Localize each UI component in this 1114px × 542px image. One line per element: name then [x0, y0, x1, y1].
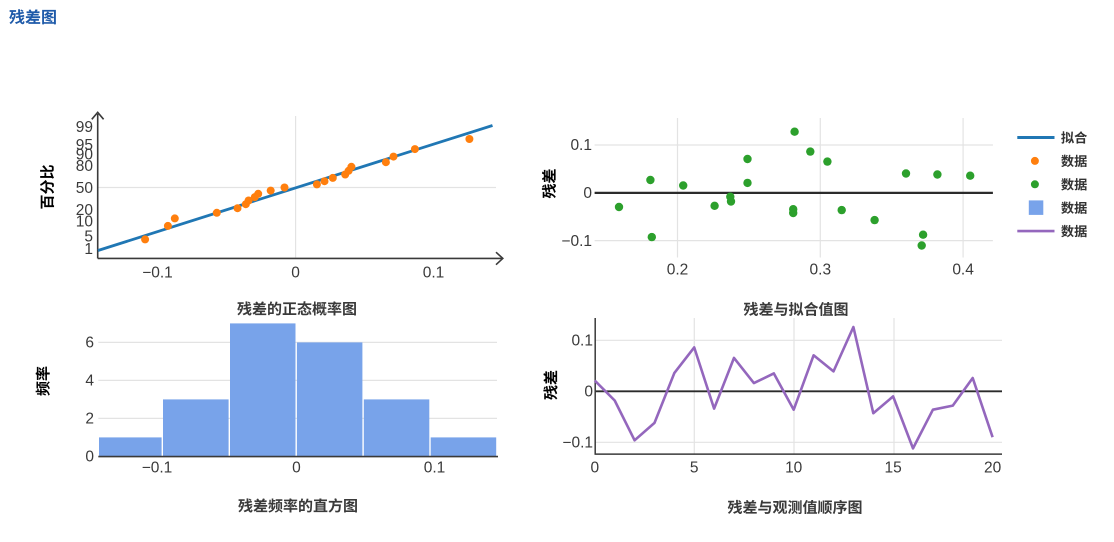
svg-text:10: 10 — [785, 460, 803, 477]
svg-text:2: 2 — [85, 411, 94, 428]
svg-text:0.1: 0.1 — [423, 265, 445, 282]
svg-text:0: 0 — [583, 185, 592, 202]
svg-text:0.2: 0.2 — [667, 261, 689, 278]
svg-text:0: 0 — [584, 383, 593, 400]
svg-text:0: 0 — [85, 449, 94, 466]
svg-text:6: 6 — [85, 335, 94, 352]
svg-text:−0.1: −0.1 — [561, 233, 592, 250]
svg-text:95: 95 — [76, 137, 93, 154]
svg-text:90: 90 — [76, 147, 94, 164]
svg-text:15: 15 — [884, 460, 901, 477]
svg-text:50: 50 — [76, 180, 94, 197]
svg-text:0.1: 0.1 — [424, 460, 446, 477]
svg-text:99: 99 — [76, 119, 93, 136]
svg-text:4: 4 — [85, 373, 94, 390]
svg-text:20: 20 — [76, 202, 94, 219]
svg-text:0.3: 0.3 — [810, 261, 832, 278]
svg-text:80: 80 — [76, 158, 94, 175]
svg-text:−0.1: −0.1 — [142, 265, 173, 282]
svg-text:0: 0 — [292, 460, 301, 477]
svg-text:−0.1: −0.1 — [562, 434, 593, 451]
svg-text:20: 20 — [984, 460, 1002, 477]
svg-text:0.4: 0.4 — [952, 261, 974, 278]
svg-text:5: 5 — [690, 460, 699, 477]
svg-text:0.1: 0.1 — [571, 332, 593, 349]
svg-text:5: 5 — [84, 229, 93, 246]
svg-text:10: 10 — [76, 214, 94, 231]
svg-text:1: 1 — [84, 241, 93, 258]
svg-text:−0.1: −0.1 — [142, 460, 173, 477]
svg-text:0.1: 0.1 — [570, 137, 592, 154]
svg-text:0: 0 — [590, 460, 599, 477]
svg-text:0: 0 — [291, 265, 300, 282]
